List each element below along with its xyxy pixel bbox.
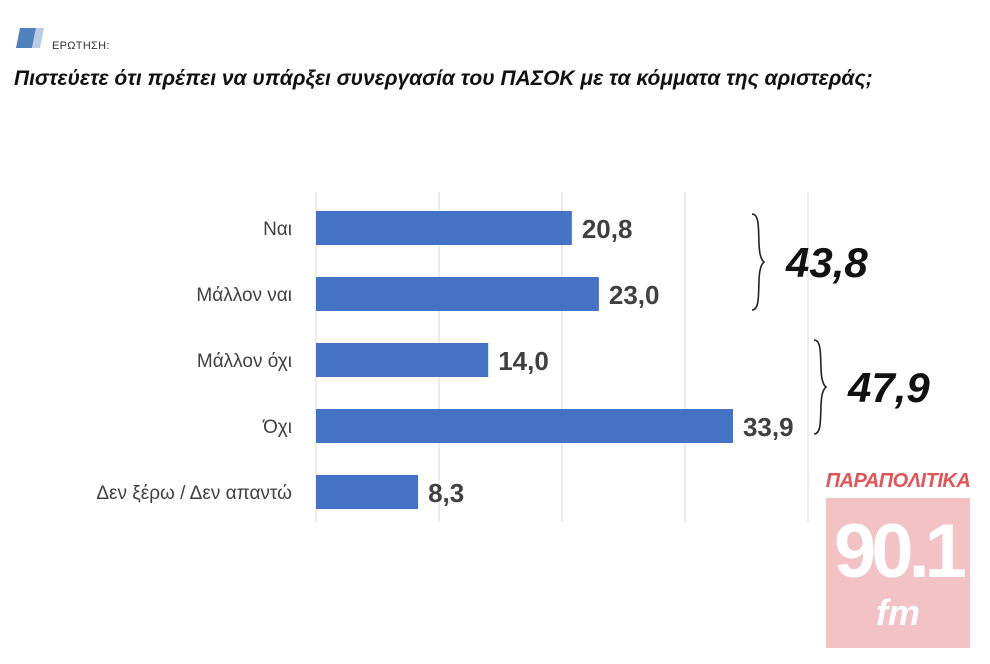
value-label: 14,0 [498,346,549,376]
logo-number: 90.1 [834,509,967,594]
bar [316,277,599,311]
group-bracket [813,339,828,435]
logo-fm: fm [876,592,920,633]
group-bracket [751,213,766,311]
logo-top-text: ΠΑΡΑΠΟΛΙΤΙΚΑ [825,470,971,492]
category-label: Μάλλον όχι [197,351,292,372]
value-label: 8,3 [428,478,464,508]
bar [316,409,733,443]
bar [316,475,419,509]
value-label: 20,8 [582,214,633,244]
group-brackets: 43,8 47,9 [751,213,930,435]
category-label: Όχι [262,417,292,438]
flag-icon [16,28,44,48]
bar [316,343,489,377]
value-label: 33,9 [743,412,794,442]
group-total-label: 43,8 [785,239,868,286]
category-label: Ναι [263,219,292,240]
category-label: Μάλλον ναι [196,285,292,306]
group-total-label: 47,9 [847,364,930,411]
category-labels: Ναι Μάλλον ναι Μάλλον όχι Όχι Δεν ξέρω / Δεν… [96,219,292,504]
logo-box: 90.1 fm [826,498,970,648]
question-text: Πιστεύετε ότι πρέπει να υπάρξει συνεργασ… [14,67,873,90]
value-labels: 20,8 23,0 14,0 33,9 8,3 [428,214,793,508]
value-label: 23,0 [609,280,660,310]
question-label: ΕΡΩΤΗΣΗ: [52,40,110,52]
bar [316,211,572,245]
radio-logo: ΠΑΡΑΠΟΛΙΤΙΚΑ 90.1 fm [822,470,974,650]
gridlines [315,192,809,522]
category-label: Δεν ξέρω / Δεν απαντώ [96,483,292,504]
bars [316,211,733,509]
